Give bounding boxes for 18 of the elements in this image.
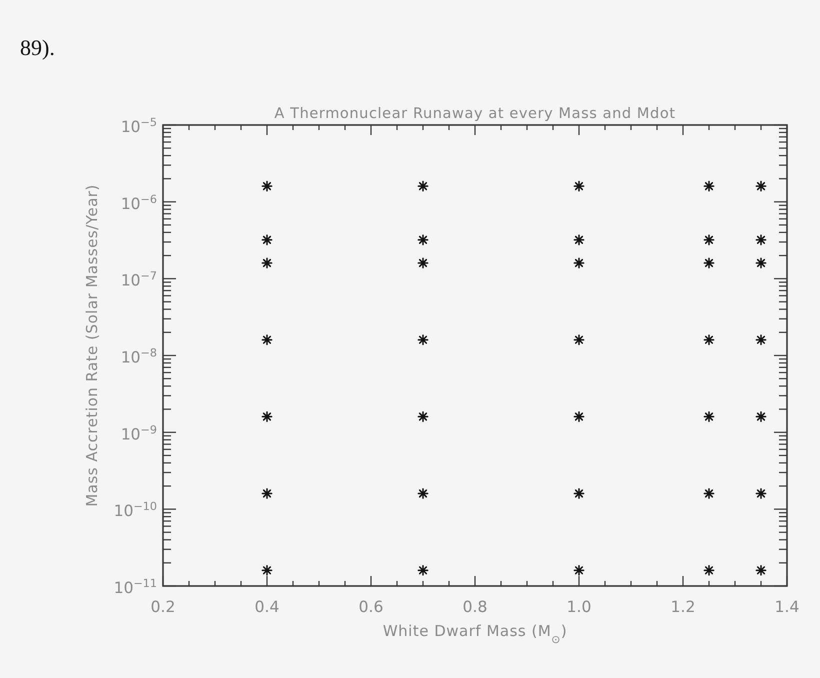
x-tick-label: 0.4 xyxy=(254,598,280,616)
y-tick-label: 10$^{−8}$ xyxy=(120,346,157,366)
x-axis-title: White Dwarf Mass (M$_{⊙}$) xyxy=(382,622,568,646)
y-tick-label: 10$^{−9}$ xyxy=(120,422,157,444)
x-tick-label: 0.8 xyxy=(462,598,488,616)
y-tick-label: 10$^{−6}$ xyxy=(120,192,157,213)
y-tick-label: 10$^{−5}$ xyxy=(120,116,157,136)
y-tick-label: 10$^{−11}$ xyxy=(114,576,157,597)
x-tick-label: 1.0 xyxy=(566,598,592,616)
y-tick-label: 10$^{−10}$ xyxy=(114,500,157,520)
x-tick-label: 0.2 xyxy=(150,598,176,616)
x-tick-label: 1.4 xyxy=(774,598,800,616)
chart-title: A Thermonuclear Runaway at every Mass and Mdot xyxy=(274,106,676,122)
x-tick-label: 0.6 xyxy=(358,598,384,616)
text: 89). xyxy=(20,35,55,60)
x-tick-label: 1.2 xyxy=(670,598,696,616)
y-axis-title: Mass Accretion Rate (Solar Masses/Year) xyxy=(83,184,101,507)
y-tick-label: 10$^{−7}$ xyxy=(120,269,157,290)
